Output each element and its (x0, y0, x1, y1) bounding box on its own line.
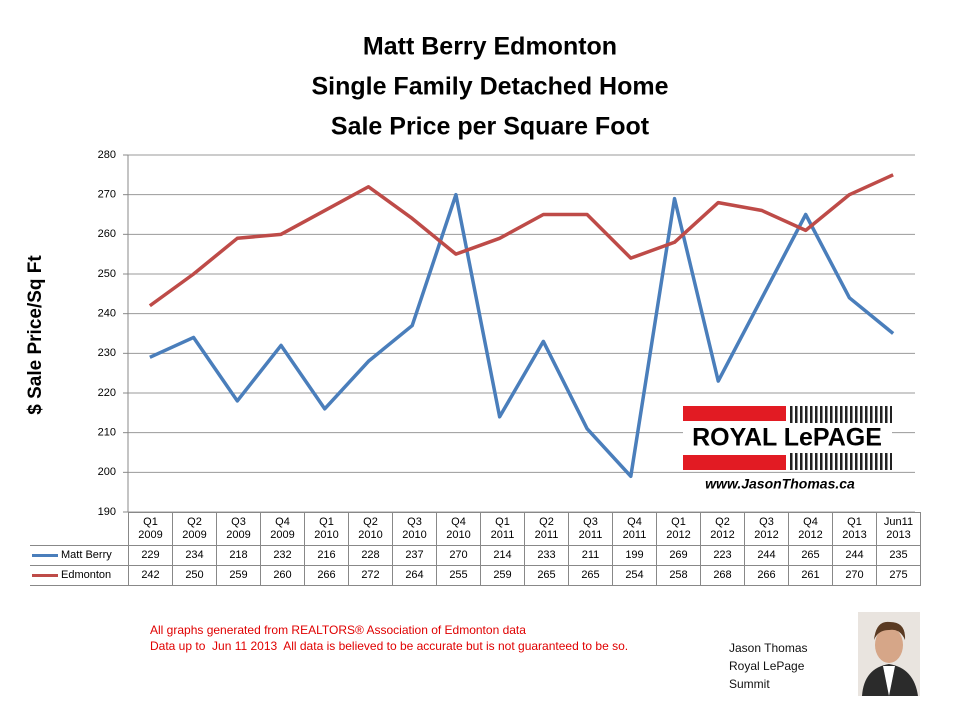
x-tick-label: Q2 2010 (348, 512, 393, 546)
x-tick-label: Q3 2010 (392, 512, 437, 546)
legend-swatch (32, 553, 58, 557)
logo-text: ROYAL LePAGE (692, 424, 882, 452)
x-tick-label: Q3 2011 (568, 512, 613, 546)
x-tick-label: Q1 2009 (128, 512, 173, 546)
y-tick-label: 260 (98, 228, 116, 240)
x-tick-label: Q2 2009 (172, 512, 217, 546)
table-value: 235 (876, 545, 921, 566)
photo-shirt (883, 666, 895, 696)
table-value: 244 (744, 545, 789, 566)
x-tick-label: Q2 2011 (524, 512, 569, 546)
table-value: 214 (480, 545, 525, 566)
logo-bar (683, 455, 786, 470)
legend-cell: Edmonton (30, 565, 129, 586)
x-tick-label: Q1 2011 (480, 512, 525, 546)
chart-title: Sale Price per Square Foot (331, 113, 650, 141)
table-value: 270 (436, 545, 481, 566)
data-table: Q1 2009 Q2 2009 Q3 2009 Q4 2009 Q1 2010 Q2 20… (30, 512, 921, 586)
x-tick-label: Q4 2009 (260, 512, 305, 546)
photo-hair (874, 621, 906, 640)
table-row: Matt Berry 229 234 218 232 216 228 237 270 214 233… (30, 545, 921, 566)
logo: ROYAL LePAGE www.JasonThomas.ca (683, 406, 892, 492)
y-tick-label: 250 (98, 268, 116, 280)
table-value: 269 (656, 545, 701, 566)
table-value: 218 (216, 545, 261, 566)
series-line (149, 192, 895, 479)
y-tick-label: 240 (98, 308, 116, 320)
table-value: 199 (612, 545, 657, 566)
table-value: 242 (128, 565, 173, 586)
table-value: 272 (348, 565, 393, 586)
y-tick-label: 200 (98, 466, 116, 478)
x-tick-label: Q2 2012 (700, 512, 745, 546)
x-tick-label: Q4 2012 (788, 512, 833, 546)
table-value: 258 (656, 565, 701, 586)
table-value: 266 (744, 565, 789, 586)
y-tick-label: 230 (98, 347, 116, 359)
logo-bar (683, 406, 786, 421)
table-value: 259 (216, 565, 261, 586)
table-value: 255 (436, 565, 481, 586)
agent-line: Royal LePage (729, 659, 805, 673)
table-value: 229 (128, 545, 173, 566)
legend-label: Edmonton (61, 569, 112, 581)
table-value: 250 (172, 565, 217, 586)
table-value: 254 (612, 565, 657, 586)
x-tick-label: Q1 2010 (304, 512, 349, 546)
table-value: 259 (480, 565, 525, 586)
table-corner (30, 512, 129, 546)
table-value: 234 (172, 545, 217, 566)
chart-title: Matt Berry Edmonton (363, 33, 617, 61)
table-value: 275 (876, 565, 921, 586)
legend-label: Matt Berry (61, 549, 112, 561)
agent-line: Summit (729, 677, 770, 691)
x-tick-label: Q4 2010 (436, 512, 481, 546)
logo-band (683, 423, 892, 453)
table-value: 260 (260, 565, 305, 586)
y-tick-label: 280 (98, 149, 116, 161)
x-tick-label: Q4 2011 (612, 512, 657, 546)
x-tick-label: Jun11 2013 (876, 512, 921, 546)
table-value: 268 (700, 565, 745, 586)
note: All graphs generated from REALTORS® Asso… (150, 623, 526, 637)
table-value: 211 (568, 545, 613, 566)
table-header: Q1 2009 Q2 2009 Q3 2009 Q4 2009 Q1 2010 Q2 20… (30, 512, 921, 546)
table-value: 270 (832, 565, 877, 586)
table-value: 265 (788, 545, 833, 566)
table-value: 266 (304, 565, 349, 586)
table-value: 264 (392, 565, 437, 586)
table-value: 228 (348, 545, 393, 566)
table-row: Edmonton 242 250 259 260 266 272 264 255 259 265 26… (30, 565, 921, 586)
x-tick-label: Q1 2012 (656, 512, 701, 546)
agent-photo (858, 612, 920, 696)
series-line (148, 173, 894, 308)
table-value: 265 (568, 565, 613, 586)
table-value: 265 (524, 565, 569, 586)
x-tick-label: Q3 2009 (216, 512, 261, 546)
x-tick-label: Q3 2012 (744, 512, 789, 546)
legend-swatch (32, 573, 58, 577)
y-tick-label: 220 (98, 387, 116, 399)
chart-title: Single Family Detached Home (311, 73, 668, 101)
legend-cell: Matt Berry (30, 545, 129, 566)
logo-url: www.JasonThomas.ca (705, 476, 855, 492)
table-value: 261 (788, 565, 833, 586)
note: Data up to Jun 11 2013 All data is belie… (150, 639, 629, 653)
table-value: 237 (392, 545, 437, 566)
photo-face (875, 627, 903, 663)
y-axis-label: $ Sale Price/Sq Ft (25, 255, 46, 415)
y-tick-label: 270 (98, 189, 116, 201)
table-value: 244 (832, 545, 877, 566)
table-value: 232 (260, 545, 305, 566)
table-value: 233 (524, 545, 569, 566)
agent-line: Jason Thomas (729, 641, 808, 655)
table-value: 216 (304, 545, 349, 566)
table-value: 223 (700, 545, 745, 566)
x-tick-label: Q1 2013 (832, 512, 877, 546)
y-tick-label: 210 (98, 427, 116, 439)
